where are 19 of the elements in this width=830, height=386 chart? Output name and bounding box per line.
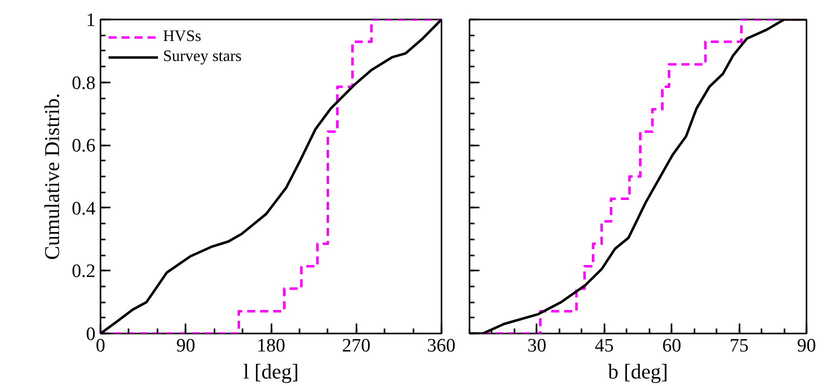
legend-label: HVSs <box>163 28 202 46</box>
y-axis-title: Cumulative Distrib. <box>40 93 64 260</box>
y-tick-label: 0.6 <box>72 136 96 157</box>
legend-label: Survey stars <box>163 48 242 66</box>
y-tick-label: 0.8 <box>72 72 96 94</box>
x-tick-label: 60 <box>662 336 682 356</box>
x-tick-label: 360 <box>427 336 456 356</box>
x-tick-label: 90 <box>797 336 816 356</box>
x-tick-label: 270 <box>342 336 370 356</box>
x-tick-label: 45 <box>594 336 614 356</box>
x-axis-title: l [deg] <box>243 360 299 384</box>
y-tick-label: 0.2 <box>72 261 96 282</box>
x-tick-label: 30 <box>527 336 546 356</box>
x-tick-label: 75 <box>730 336 749 356</box>
x-axis-title: b [deg] <box>608 360 668 384</box>
y-tick-label: 0.4 <box>72 198 96 220</box>
y-tick-label: 1 <box>86 10 96 31</box>
x-tick-label: 90 <box>176 336 196 356</box>
x-tick-label: 180 <box>256 336 286 356</box>
